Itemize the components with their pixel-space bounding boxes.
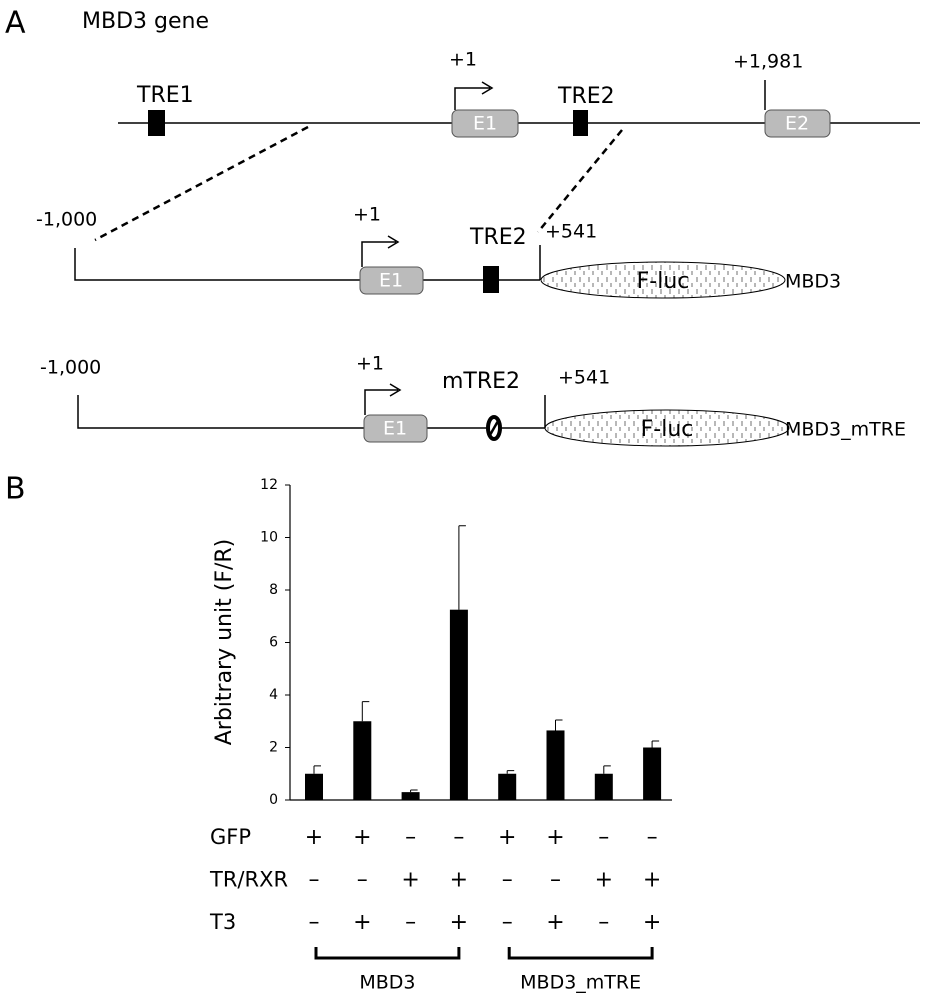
condition-sign: – [405, 910, 416, 935]
bar [546, 730, 565, 800]
condition-sign: – [550, 868, 561, 893]
error-bar [410, 789, 418, 793]
tss-label: +1 [353, 204, 381, 226]
reporter [544, 409, 790, 447]
condition-sign: + [595, 868, 613, 893]
end-label: +541 [545, 221, 597, 243]
group-label: MBD3_mTRE [520, 972, 641, 994]
y-axis-title: Arbitrary unit (F/R) [212, 539, 237, 746]
error-bar [555, 719, 563, 731]
y-tick-label: 8 [269, 582, 278, 598]
tss-label: +1 [449, 49, 477, 71]
tss-arrow [364, 383, 402, 415]
reporter-label: F-luc [637, 269, 690, 294]
bar [498, 773, 517, 800]
reporter [540, 261, 786, 299]
condition-name: T3 [209, 910, 236, 934]
start-label: -1,000 [36, 209, 97, 231]
condition-sign: + [401, 868, 419, 893]
group-bracket [507, 947, 654, 960]
condition-name: GFP [210, 825, 251, 849]
condition-sign: – [647, 825, 658, 850]
condition-sign: + [353, 910, 371, 935]
bar [594, 773, 613, 800]
bar [305, 773, 323, 800]
condition-sign: + [498, 825, 516, 850]
tre-box [573, 110, 588, 136]
condition-name: TR/RXR [209, 868, 288, 892]
bar [401, 792, 420, 800]
reporter-label: F-luc [641, 417, 694, 442]
condition-sign: + [450, 910, 468, 935]
bar [449, 609, 468, 800]
error-bar [313, 765, 321, 774]
y-tick-label: 2 [269, 740, 278, 756]
group-label: MBD3 [359, 972, 415, 994]
tss-arrow [361, 235, 400, 267]
condition-sign: + [450, 868, 468, 893]
exon-label: E2 [785, 113, 809, 135]
gene-title: MBD3 gene [82, 9, 209, 34]
condition-sign: – [502, 910, 513, 935]
tss-arrow [454, 81, 494, 110]
y-tick-label: 12 [260, 477, 278, 493]
condition-sign: + [643, 868, 661, 893]
condition-sign: + [643, 910, 661, 935]
condition-sign: + [305, 825, 323, 850]
tre-label: TRE1 [136, 83, 194, 108]
y-tick-label: 10 [260, 530, 278, 546]
condition-sign: – [453, 825, 464, 850]
y-tick-label: 6 [269, 635, 278, 651]
y-tick-label: 4 [269, 687, 278, 703]
exon-label: E1 [473, 113, 497, 135]
condition-sign: – [309, 868, 320, 893]
bar [643, 747, 662, 800]
panel-label: A [5, 6, 26, 41]
error-bar [651, 740, 660, 748]
condition-sign: – [309, 910, 320, 935]
mutant-site [488, 420, 500, 436]
y-tick-label: 0 [269, 792, 278, 808]
error-bar [603, 765, 611, 774]
construct-line [77, 395, 545, 429]
exon [363, 414, 428, 443]
tss-label: +1 [356, 353, 384, 375]
tre-label: TRE2 [469, 225, 527, 250]
construct-name: MBD3_mTRE [785, 419, 906, 441]
condition-sign: – [598, 910, 609, 935]
tre-box [483, 266, 499, 293]
zoom-line [94, 125, 309, 242]
error-bar [458, 525, 466, 610]
condition-sign: – [502, 868, 513, 893]
zoom-line [537, 129, 623, 233]
condition-sign: – [357, 868, 368, 893]
tre-label: TRE2 [557, 84, 615, 109]
construct-name: MBD3 [785, 271, 841, 293]
condition-sign: – [405, 825, 416, 850]
exon [451, 109, 519, 138]
exon [359, 266, 424, 295]
condition-sign: + [353, 825, 371, 850]
condition-sign: + [546, 825, 564, 850]
error-bar [506, 770, 515, 774]
start-label: -1,000 [40, 357, 101, 379]
condition-sign: – [598, 825, 609, 850]
condition-sign: + [546, 910, 564, 935]
panel-label: B [5, 472, 26, 507]
error-bar [361, 701, 370, 722]
panel-a: A MBD3 gene TRE1 +1 E1 TRE2 +1,981 E2 -1… [5, 6, 920, 447]
construct-line [74, 248, 540, 281]
exon-label: E1 [379, 270, 403, 292]
bar [353, 721, 372, 800]
tre-label: mTRE2 [442, 369, 520, 394]
position-label: +1,981 [733, 51, 803, 73]
group-bracket [314, 947, 461, 960]
tre-box [148, 110, 165, 136]
exon-label: E1 [383, 418, 407, 440]
end-label: +541 [558, 367, 610, 389]
exon [764, 109, 831, 138]
